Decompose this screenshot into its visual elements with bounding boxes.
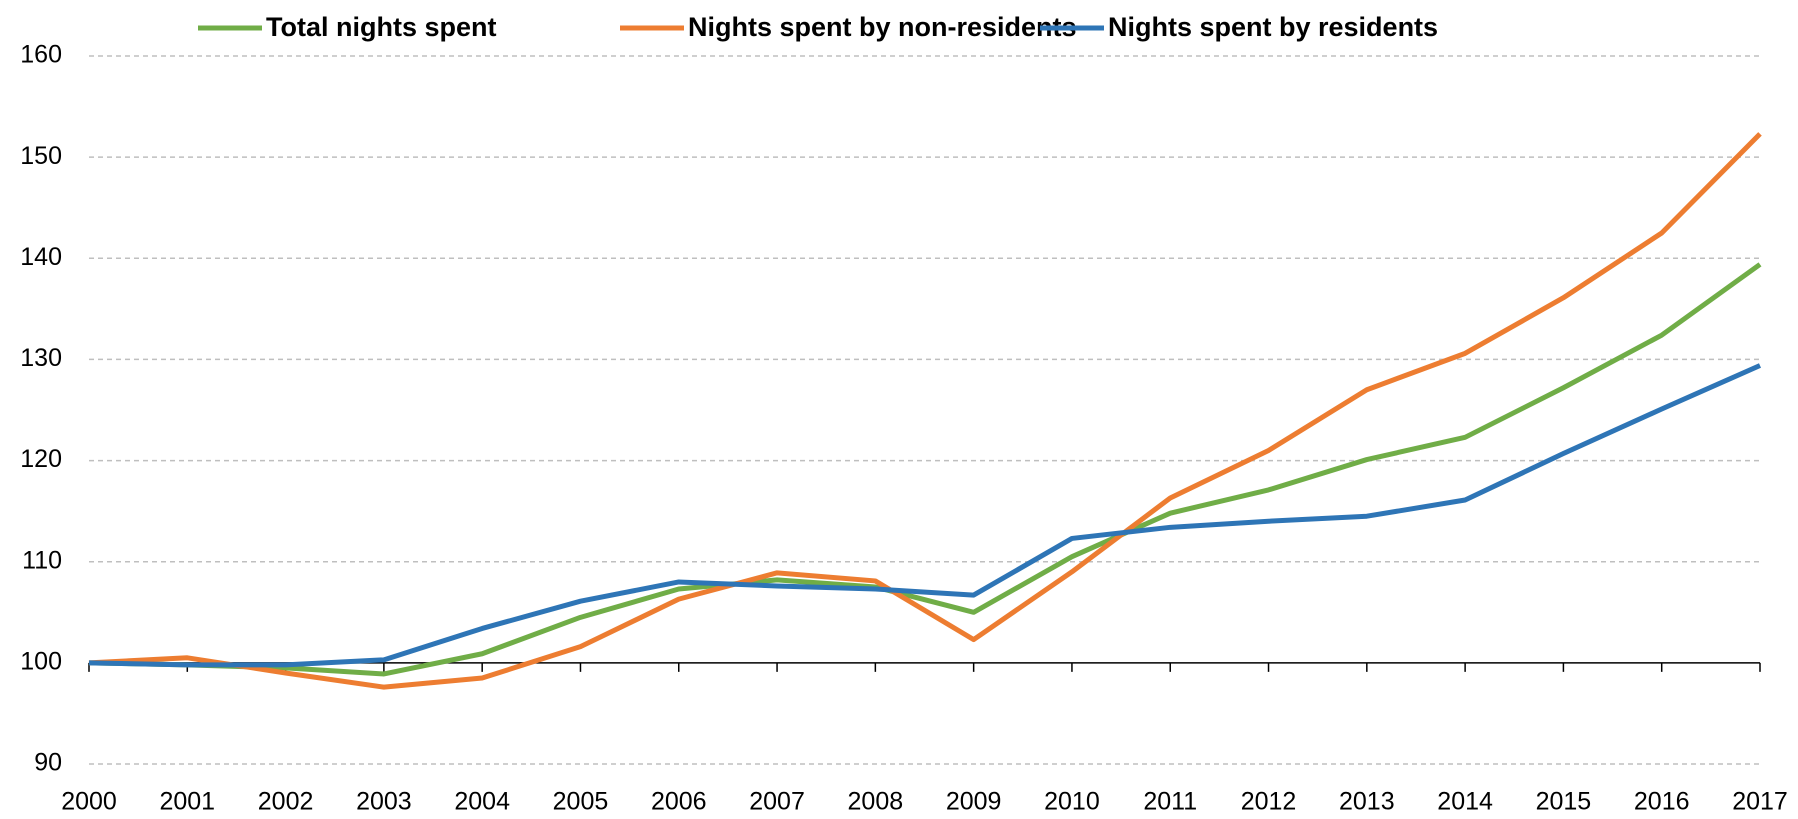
- series-line: [88, 132, 1762, 690]
- y-tick-label: 150: [20, 142, 62, 170]
- x-tick-label: 2000: [61, 788, 117, 816]
- x-tick-label: 2004: [454, 788, 510, 816]
- y-tick-label: 110: [22, 546, 62, 574]
- x-tick-label: 2003: [356, 788, 412, 816]
- x-tick-label: 2012: [1241, 788, 1297, 816]
- y-tick-label: 140: [20, 243, 62, 271]
- x-tick-label: 2008: [848, 788, 904, 816]
- y-tick-label: 160: [20, 41, 62, 69]
- x-tick-label: 2011: [1143, 788, 1197, 816]
- legend-label: Nights spent by non-residents: [688, 12, 1077, 42]
- x-tick-label: 2001: [159, 788, 215, 816]
- x-tick-label: 2006: [651, 788, 707, 816]
- x-tick-label: 2017: [1732, 788, 1788, 816]
- y-tick-label: 90: [34, 749, 62, 777]
- x-tick-label: 2014: [1437, 788, 1493, 816]
- legend-label: Nights spent by residents: [1108, 12, 1438, 42]
- x-tick-label: 2013: [1339, 788, 1395, 816]
- x-tick-label: 2010: [1044, 788, 1100, 816]
- y-tick-label: 120: [20, 445, 62, 473]
- y-tick-label: 130: [20, 344, 62, 372]
- y-tick-label: 100: [20, 647, 62, 675]
- x-tick-label: 2005: [553, 788, 609, 816]
- series-line: [88, 262, 1762, 677]
- x-tick-label: 2016: [1634, 788, 1690, 816]
- legend-label: Total nights spent: [266, 12, 497, 42]
- x-tick-label: 2015: [1536, 788, 1592, 816]
- x-tick-label: 2007: [749, 788, 805, 816]
- x-tick-label: 2009: [946, 788, 1002, 816]
- x-tick-label: 2002: [258, 788, 314, 816]
- series-line: [88, 363, 1762, 668]
